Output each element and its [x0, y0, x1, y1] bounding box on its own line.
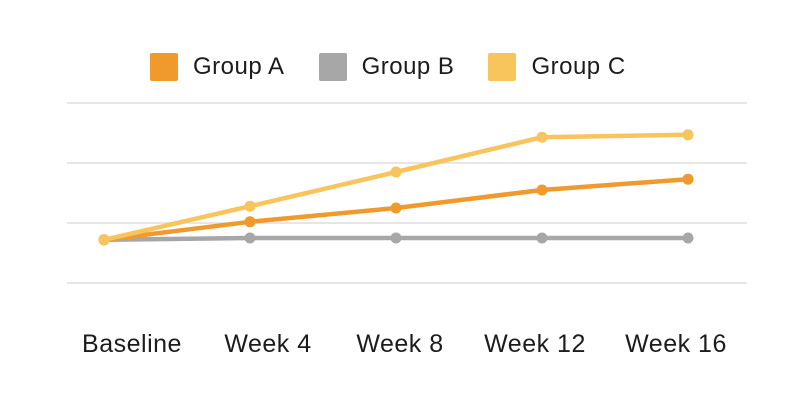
data-point-group-c: [98, 234, 110, 246]
data-point-group-c: [682, 129, 694, 141]
x-axis-label-week-4: Week 4: [224, 330, 312, 358]
data-point-group-a: [682, 173, 694, 185]
chart-legend: Group A Group B Group C: [150, 53, 626, 81]
data-point-group-b: [682, 232, 694, 244]
x-axis-label-week-8: Week 8: [356, 330, 444, 358]
x-axis-label-week-16: Week 16: [625, 330, 727, 358]
x-axis-label-week-12: Week 12: [484, 330, 586, 358]
data-point-group-a: [390, 202, 402, 214]
legend-item-group-a: Group A: [150, 53, 285, 81]
legend-label-group-c: Group C: [531, 53, 626, 80]
data-point-group-c: [536, 131, 548, 143]
data-point-group-b: [244, 232, 256, 244]
legend-swatch-group-c: [488, 53, 517, 81]
legend-item-group-b: Group B: [318, 53, 455, 81]
data-point-group-b: [536, 232, 548, 244]
data-point-group-c: [244, 200, 256, 212]
legend-item-group-c: Group C: [488, 53, 625, 81]
data-point-group-a: [244, 216, 256, 228]
data-point-group-b: [390, 232, 402, 244]
legend-label-group-a: Group A: [193, 53, 285, 80]
data-point-group-a: [536, 184, 548, 196]
legend-swatch-group-a: [150, 53, 178, 81]
legend-swatch-group-b: [318, 53, 347, 81]
data-point-group-c: [390, 166, 402, 178]
legend-label-group-b: Group B: [361, 53, 455, 80]
x-axis-label-baseline: Baseline: [82, 330, 182, 358]
